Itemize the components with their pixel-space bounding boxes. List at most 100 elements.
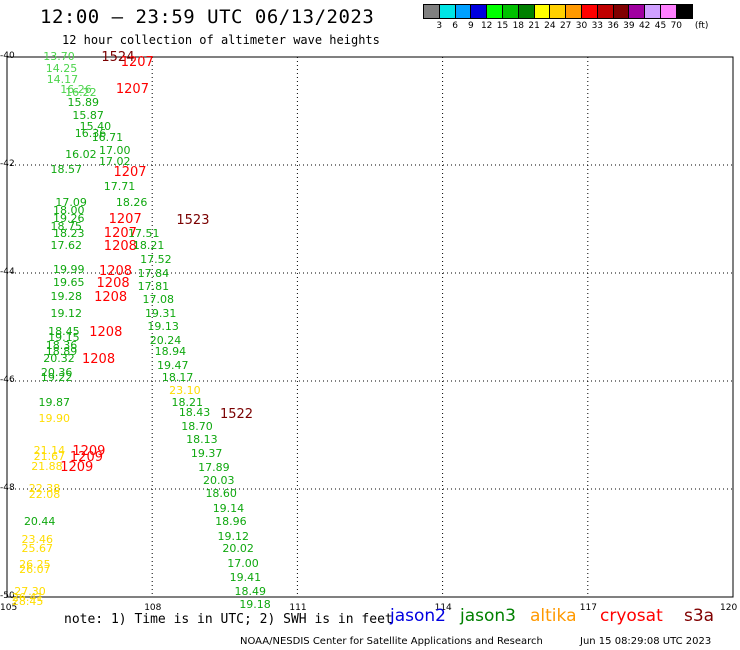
lat-label: -42 [0,159,15,169]
legend-label: 36 [607,21,619,31]
legend-label: 70 [670,21,683,31]
wave-height-label: 19.99 [52,263,85,277]
wave-height-label: 18.21 [171,395,204,409]
wave-height-label: 19.87 [38,395,70,409]
wave-height-label: 20.36 [40,365,73,379]
pass-time-label: 1208 [98,264,133,280]
wave-height-label: 17.08 [142,293,175,306]
wave-height-label: 18.89 [45,345,78,359]
legend-label: 3 [436,21,443,31]
wave-height-label: 19.28 [50,290,83,304]
legend-swatch [675,4,693,19]
pass-time-label: 1208 [82,352,116,368]
pass-time-label: 1207 [103,225,137,241]
wave-height-label: 20.44 [23,515,56,529]
map-frame [6,56,734,598]
wave-height-label: 18.17 [161,371,194,385]
wave-height-label: 19.41 [229,571,262,585]
legend-label: 45 [654,21,667,31]
wave-height-label: 15.40 [79,120,112,134]
lat-label: -44 [0,267,15,277]
wave-height-label: 28.45 [11,595,44,609]
wave-height-label: 19.90 [38,411,70,425]
wave-height-label: 21.67 [33,449,66,463]
wave-height-label: 18.75 [50,220,83,234]
wave-height-label: 17.02 [98,155,131,169]
pass-time-label: 1207 [113,165,147,181]
pass-time-label: 1208 [103,239,137,254]
wave-height-label: 18.00 [52,203,85,217]
pass-time-label: 1522 [219,407,254,423]
wave-height-label: 18.23 [52,227,85,241]
wave-height-label: 17.62 [50,239,83,252]
wave-height-label: 17.84 [137,267,170,281]
wave-height-label: 17.81 [137,279,170,293]
wave-height-label: 13.70 [43,50,75,63]
wave-height-label: 19.26 [52,212,85,225]
wave-height-label: 14.25 [45,61,78,75]
wave-height-label: 18.45 [48,325,80,339]
pass-time-label: 1209 [60,460,94,476]
legend-label: 24 [544,21,556,31]
lon-label: 117 [579,603,597,613]
wave-height-label: 18.13 [186,433,218,447]
wave-height-label: 14.17 [46,72,79,86]
wave-height-label: 18.26 [115,195,148,209]
legend-label: 42 [638,21,651,31]
wave-height-label: 17.89 [198,461,230,475]
pass-time-label: 1207 [120,55,154,71]
wave-height-label: 19.37 [190,446,223,460]
legend-label: 39 [623,21,635,31]
wave-height-label: 17.00 [98,143,131,157]
wave-height-label: 26.25 [19,557,51,571]
wave-height-label: 21.88 [31,460,63,474]
wave-height-label: 19.31 [144,306,177,320]
wave-height-label: 18.43 [178,406,211,420]
wave-height-label: 16.22 [65,85,97,99]
pass-time-label: 1208 [89,325,123,341]
legend-label: 18 [512,21,525,31]
pass-time-label: 1209 [72,444,106,460]
wave-height-label: 26.41 [11,591,44,605]
lon-label: 108 [144,603,162,613]
legend-label: 33 [591,21,604,31]
wave-height-label: 17.00 [227,556,259,570]
wave-height-label: 16.71 [91,131,124,144]
wave-height-label: 19.47 [157,358,189,372]
legend-label: 9 [468,21,474,31]
wave-height-label: 17.52 [140,252,172,266]
page-title: 12:00 – 23:59 UTC 06/13/2023 [40,6,375,28]
wave-height-label: 19.12 [50,306,83,320]
satellite-cryosat: cryosat [600,606,663,626]
satellite-s3a: s3a [684,606,715,626]
satellite-jason3: jason3 [460,606,516,626]
legend-label: 21 [528,21,540,31]
wave-height-label: 16.02 [65,148,97,162]
pass-time-label: 1207 [115,82,149,98]
pass-time-label: 1524 [101,50,135,65]
legend-label: 27 [559,21,572,31]
legend-label: 15 [496,21,509,31]
wave-height-label: 22.38 [28,482,61,495]
satellite-jason2: jason2 [390,606,446,626]
pass-time-label: 1523 [176,213,210,229]
wave-height-label: 20.02 [222,542,254,556]
lon-label: 111 [289,603,307,613]
wave-height-label: 19.14 [212,501,245,515]
wave-height-label: 18.60 [205,487,237,501]
color-legend: 3 6 9 12 15 18 21 24 27 30 33 36 39 42 45 70 (ft) [423,4,708,33]
wave-height-label: 21.14 [33,444,66,458]
wave-height-label: 20.03 [203,473,235,487]
wave-height-label: 19.65 [52,275,85,289]
lon-label: 114 [434,603,452,613]
footer-note: note: 1) Time is in UTC; 2) SWH is in fe… [64,612,393,627]
wave-height-label: 25.67 [21,542,54,556]
wave-height-label: 18.96 [215,515,247,529]
lat-label: -50 [0,591,15,601]
page-subtitle: 12 hour collection of altimeter wave hei… [62,33,380,47]
wave-height-label: 19.12 [217,529,250,543]
credit-text: NOAA/NESDIS Center for Satellite Applica… [240,636,543,647]
wave-height-label: 18.57 [50,163,83,177]
